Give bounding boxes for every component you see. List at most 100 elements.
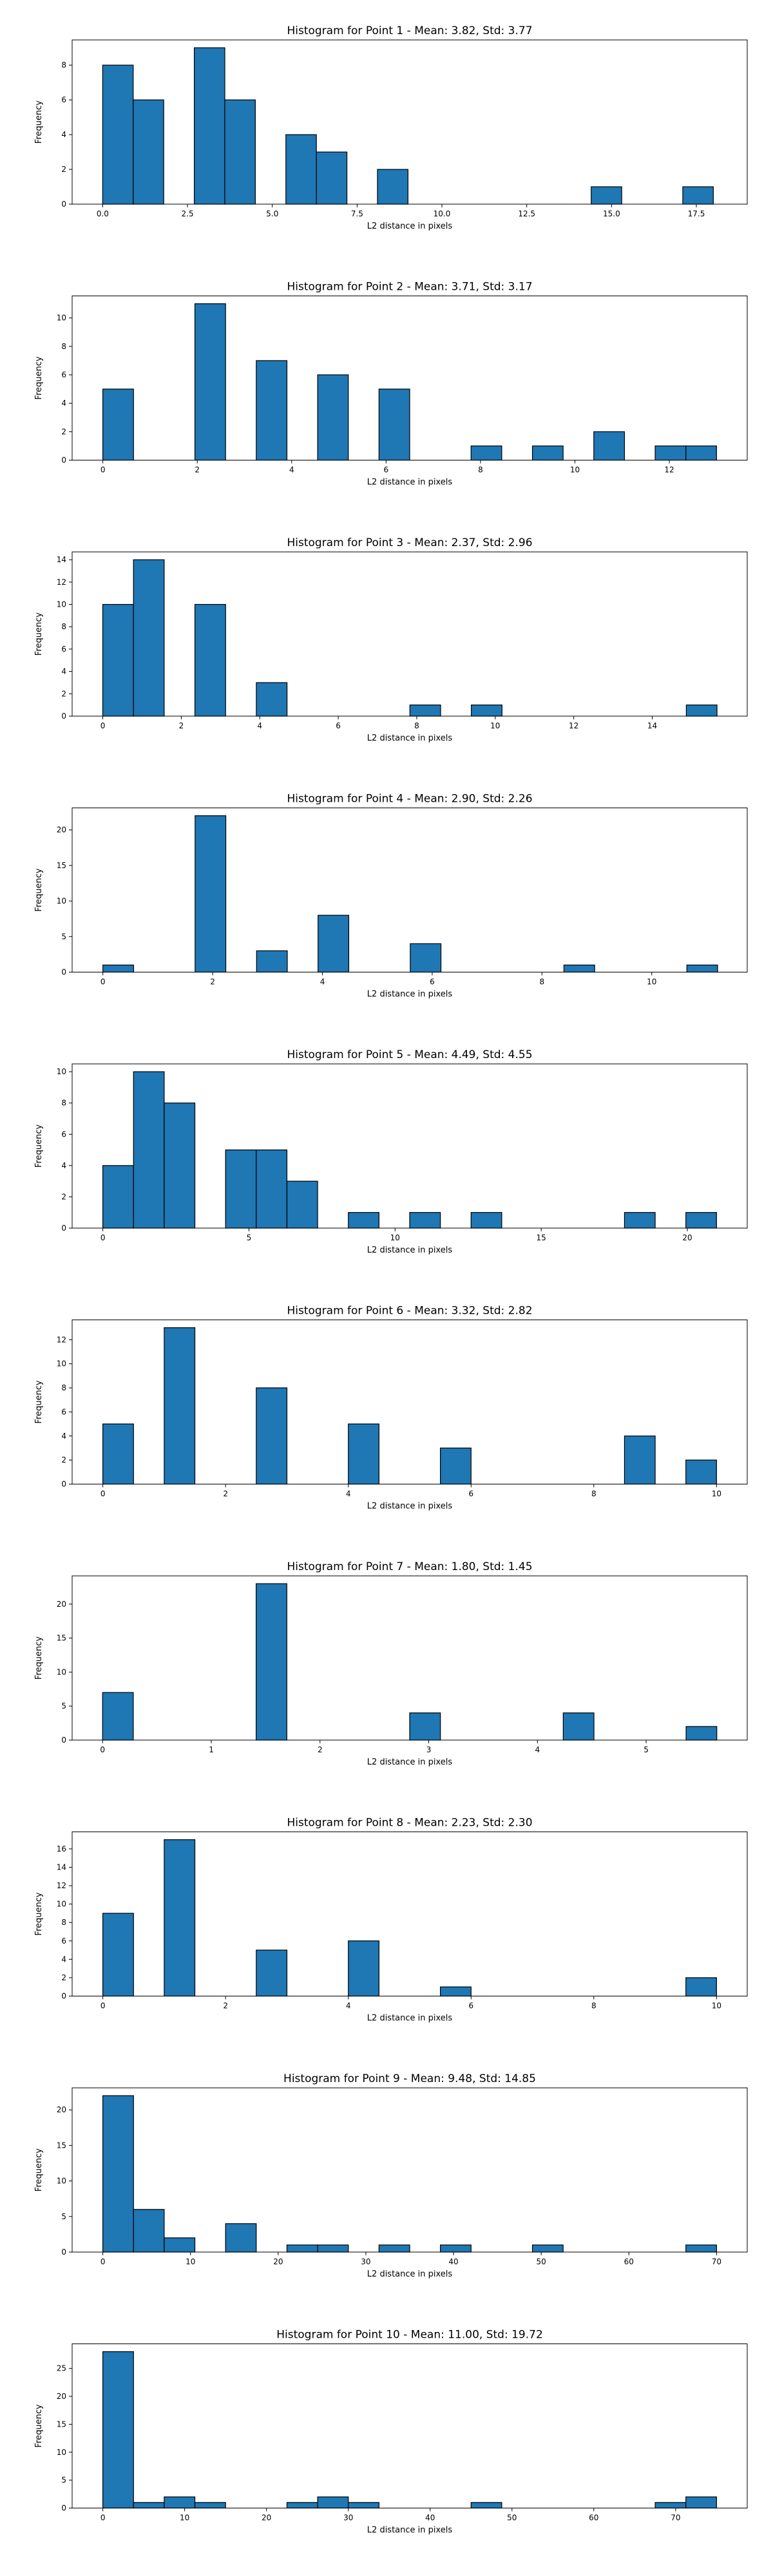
y-tick-label: 15: [57, 2420, 66, 2429]
x-tick-label: 15.0: [603, 209, 620, 218]
histogram-bar: [317, 2496, 349, 2509]
x-tick-label: 6: [430, 978, 435, 987]
y-tick-label: 8: [61, 61, 66, 70]
y-tick-label: 10: [57, 2448, 66, 2457]
x-tick-label: 8: [540, 978, 545, 987]
axes-frame: [72, 2087, 748, 2253]
y-tick-label: 2: [61, 1973, 66, 1982]
x-tick-label: 8: [591, 1490, 596, 1499]
histogram-bar: [685, 2244, 717, 2253]
histogram-bar: [440, 1447, 472, 1485]
x-tick-label: 10: [186, 2257, 195, 2266]
y-tick-label: 6: [61, 645, 66, 654]
chart-panel-7: Histogram for Point 7 - Mean: 1.80, Std:…: [34, 1560, 748, 1767]
chart-title: Histogram for Point 3 - Mean: 2.37, Std:…: [287, 536, 532, 549]
histogram-bar: [624, 1435, 656, 1485]
histogram-bar: [686, 964, 718, 973]
x-tick-label: 3: [426, 1745, 432, 1754]
y-tick-label: 10: [57, 1900, 66, 1909]
chart-title: Histogram for Point 8 - Mean: 2.23, Std:…: [287, 1817, 532, 1830]
histogram-bar: [409, 1212, 441, 1229]
histogram-bar: [256, 950, 288, 973]
y-tick-label: 2: [61, 689, 66, 698]
y-axis-label: Frequency: [34, 1636, 44, 1680]
chart-title: Histogram for Point 9 - Mean: 9.48, Std:…: [283, 2072, 536, 2085]
x-tick-label: 10: [647, 978, 656, 987]
histogram-bar: [256, 1149, 288, 1229]
histogram-bar: [286, 2244, 318, 2253]
x-tick-label: 10: [712, 2002, 721, 2011]
axes-frame: [72, 39, 748, 205]
chart-panel-2: Histogram for Point 2 - Mean: 3.71, Std:…: [34, 281, 748, 488]
y-tick-label: 5: [61, 2212, 66, 2221]
histogram-bar: [133, 2502, 165, 2509]
x-tick-label: 10: [490, 721, 500, 730]
histogram-bar: [195, 815, 227, 973]
x-axis-label: L2 distance in pixels: [367, 1502, 453, 1511]
histogram-bar: [256, 360, 288, 461]
histogram-bar: [102, 1423, 134, 1485]
y-tick-label: 10: [57, 1667, 66, 1676]
x-axis-label: L2 distance in pixels: [367, 2014, 453, 2023]
x-tick-label: 5.0: [266, 209, 278, 218]
x-tick-label: 2: [318, 1745, 323, 1754]
histogram-bar: [194, 303, 226, 461]
y-axis-label: Frequency: [34, 612, 44, 656]
histogram-bar: [348, 1940, 379, 1997]
histogram-bar: [348, 1212, 379, 1229]
x-tick-label: 20: [273, 2257, 283, 2266]
y-tick-label: 10: [57, 600, 66, 609]
y-tick-label: 0: [61, 1480, 66, 1489]
y-tick-label: 5: [61, 1701, 66, 1710]
histogram-bar: [440, 1986, 472, 1997]
x-tick-label: 30: [343, 2514, 353, 2523]
y-tick-label: 10: [57, 1359, 66, 1368]
y-tick-label: 0: [61, 456, 66, 465]
x-tick-label: 20: [682, 1233, 692, 1242]
axes-frame: [72, 551, 748, 717]
histogram-bar: [194, 603, 226, 717]
histogram-bar: [682, 186, 714, 205]
histogram-bar: [164, 1327, 196, 1485]
chart-panel-9: Histogram for Point 9 - Mean: 9.48, Std:…: [34, 2072, 748, 2279]
axes-frame: [72, 1575, 748, 1741]
x-tick-label: 6: [336, 721, 341, 730]
x-axis-label: L2 distance in pixels: [367, 1245, 453, 1255]
x-tick-label: 60: [589, 2514, 598, 2523]
histogram-bar: [256, 682, 288, 717]
y-tick-label: 2: [61, 1455, 66, 1464]
histogram-bar: [378, 388, 410, 461]
x-tick-label: 4: [535, 1745, 540, 1754]
y-tick-label: 5: [61, 932, 66, 941]
chart-title: Histogram for Point 2 - Mean: 3.71, Std:…: [287, 281, 532, 294]
x-axis-label: L2 distance in pixels: [367, 2269, 453, 2279]
x-tick-label: 40: [425, 2514, 435, 2523]
chart-title: Histogram for Point 5 - Mean: 4.49, Std:…: [287, 1048, 532, 1061]
y-axis-label: Frequency: [34, 2404, 44, 2447]
histogram-bar: [654, 2502, 687, 2509]
histogram-bar: [133, 2209, 165, 2253]
histogram-bar: [593, 431, 625, 461]
y-tick-label: 25: [57, 2364, 66, 2373]
x-tick-label: 0: [100, 2514, 106, 2523]
chart-panel-4: Histogram for Point 4 - Mean: 2.90, Std:…: [34, 793, 748, 999]
x-tick-label: 50: [507, 2514, 517, 2523]
axes-frame: [72, 1063, 748, 1229]
x-tick-label: 2: [223, 1490, 228, 1499]
y-axis-label: Frequency: [34, 2148, 44, 2192]
y-tick-label: 4: [61, 1161, 66, 1170]
y-tick-label: 15: [57, 2141, 66, 2150]
y-tick-label: 0: [61, 2248, 66, 2257]
histogram-bar: [102, 2095, 134, 2253]
histogram-bar: [470, 445, 502, 461]
histogram-bar: [685, 705, 718, 717]
x-tick-label: 4: [257, 721, 262, 730]
histogram-bar: [563, 964, 595, 973]
y-tick-label: 8: [61, 1383, 66, 1392]
x-tick-label: 60: [624, 2257, 634, 2266]
x-tick-label: 0: [100, 978, 106, 987]
x-tick-label: 0: [100, 2257, 106, 2266]
histogram-bar: [286, 1180, 318, 1229]
x-tick-label: 70: [671, 2514, 680, 2523]
